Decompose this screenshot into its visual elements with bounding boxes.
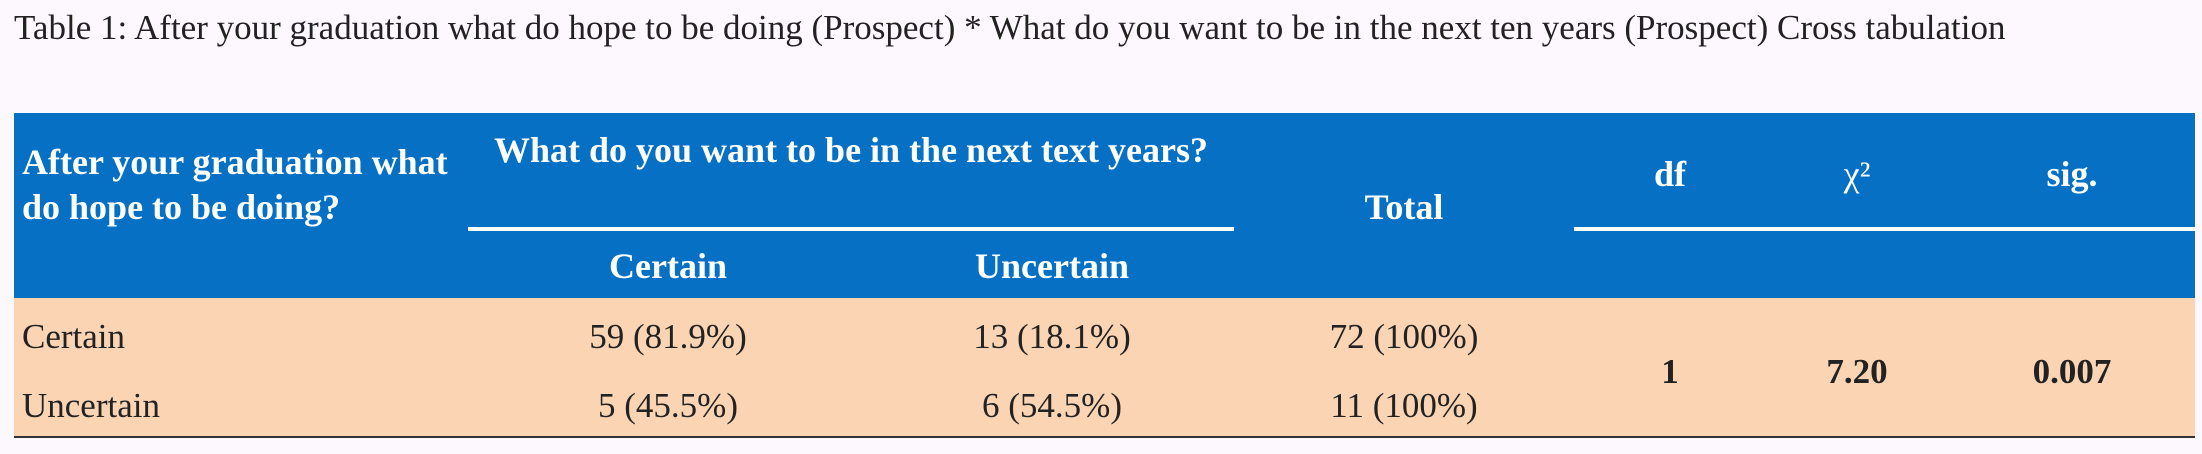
stats-rule <box>1574 227 2195 231</box>
cell: 13 (18.1%) <box>973 317 1131 356</box>
row-label: Uncertain <box>22 386 160 425</box>
group-rule <box>468 227 1234 231</box>
chi2-header: χ² <box>1843 154 1871 194</box>
cell: 6 (54.5%) <box>982 386 1122 425</box>
chi2-value: 7.20 <box>1826 352 1888 391</box>
df-header: df <box>1653 154 1687 194</box>
table-title: Table 1: After your graduation what do h… <box>14 8 2006 47</box>
total-header: Total <box>1364 187 1444 227</box>
sig-header: sig. <box>2046 154 2098 194</box>
body-band <box>14 298 2195 437</box>
cell: 72 (100%) <box>1329 317 1479 356</box>
row-header: After your graduation what do hope to be… <box>22 142 448 227</box>
header-band <box>14 113 2195 298</box>
sig-value: 0.007 <box>2032 352 2112 391</box>
group-header: What do you want to be in the next text … <box>494 130 1208 170</box>
row-label: Certain <box>22 317 126 356</box>
cell: 11 (100%) <box>1330 386 1478 425</box>
df-value: 1 <box>1661 352 1679 391</box>
cell: 59 (81.9%) <box>589 317 747 356</box>
bottom-rule <box>14 436 2195 438</box>
cell: 5 (45.5%) <box>598 386 738 425</box>
column-header: Uncertain <box>975 246 1129 286</box>
column-header: Certain <box>609 246 727 286</box>
